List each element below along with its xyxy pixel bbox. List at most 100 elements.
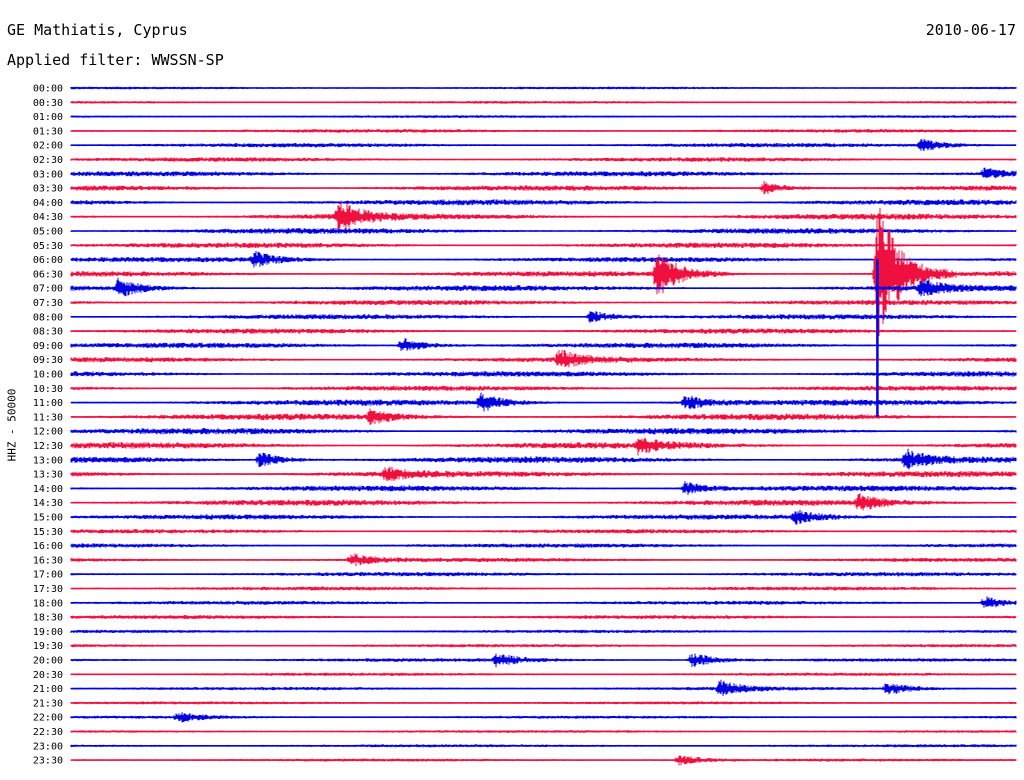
seismic-trace <box>70 311 1017 323</box>
seismic-trace <box>70 615 1017 620</box>
row-time-label: 08:30 <box>33 327 63 338</box>
seismic-trace <box>70 572 1017 577</box>
row-time-label: 18:30 <box>33 613 63 624</box>
row-time-label: 09:00 <box>33 341 63 352</box>
seismic-trace <box>70 350 1017 368</box>
station-title: GE Mathiatis, Cyprus <box>7 21 188 39</box>
row-time-label: 21:30 <box>33 698 63 709</box>
seismic-trace <box>70 509 1017 525</box>
row-time-label: 13:30 <box>33 470 63 481</box>
row-time-label: 18:00 <box>33 598 63 609</box>
seismic-trace <box>70 427 1017 435</box>
seismic-trace <box>70 100 1017 104</box>
row-time-label: 09:30 <box>33 355 63 366</box>
seismic-trace <box>70 200 1017 233</box>
row-time-label: 13:00 <box>33 455 63 466</box>
seismic-trace <box>70 338 1017 351</box>
row-time-label: 00:00 <box>33 84 63 95</box>
seismic-trace <box>70 481 1017 495</box>
date-label: 2010-06-17 <box>925 21 1016 39</box>
seismic-trace <box>70 157 1017 162</box>
seismic-trace <box>70 328 1017 334</box>
row-time-label: 15:30 <box>33 527 63 538</box>
row-time-label: 20:00 <box>33 656 63 667</box>
seismic-trace <box>70 701 1017 705</box>
row-time-label: 21:00 <box>33 684 63 695</box>
seismic-trace <box>70 493 1017 511</box>
row-time-label: 06:30 <box>33 269 63 280</box>
row-time-label: 15:00 <box>33 513 63 524</box>
row-time-label: 05:00 <box>33 227 63 238</box>
row-time-label: 01:00 <box>33 112 63 123</box>
seismic-trace <box>70 115 1017 119</box>
seismic-trace <box>70 167 1017 179</box>
row-time-label: 22:00 <box>33 713 63 724</box>
row-time-label: 05:30 <box>33 241 63 252</box>
row-time-label: 03:30 <box>33 184 63 195</box>
row-time-label: 22:30 <box>33 727 63 738</box>
seismic-trace <box>70 208 1017 336</box>
row-time-label: 20:30 <box>33 670 63 681</box>
row-time-label: 14:30 <box>33 498 63 509</box>
seismic-trace <box>70 644 1017 648</box>
seismic-trace <box>70 371 1017 377</box>
row-time-label: 01:30 <box>33 126 63 137</box>
seismic-trace <box>70 86 1017 90</box>
row-time-label: 10:30 <box>33 384 63 395</box>
seismic-trace <box>70 529 1017 534</box>
row-time-label: 08:00 <box>33 312 63 323</box>
seismic-trace <box>70 139 1017 151</box>
row-time-label: 23:00 <box>33 741 63 752</box>
row-time-label: 23:30 <box>33 756 63 767</box>
row-time-label: 04:30 <box>33 212 63 223</box>
row-time-label: 02:00 <box>33 141 63 152</box>
row-time-label: 07:00 <box>33 284 63 295</box>
seismic-trace <box>70 466 1017 482</box>
row-time-label: 12:00 <box>33 427 63 438</box>
row-time-label: 19:30 <box>33 641 63 652</box>
row-time-label: 12:30 <box>33 441 63 452</box>
seismic-trace <box>70 730 1017 733</box>
seismic-trace <box>70 242 1017 249</box>
seismic-trace <box>70 553 1017 567</box>
seismic-trace <box>70 672 1017 677</box>
seismic-trace <box>70 586 1017 591</box>
seismic-trace <box>70 277 1017 297</box>
seismic-trace <box>70 596 1017 608</box>
row-time-label: 06:00 <box>33 255 63 266</box>
seismic-trace <box>70 408 1017 425</box>
seismic-trace <box>70 392 1017 412</box>
seismic-trace <box>70 385 1017 391</box>
seismic-trace <box>70 199 1017 206</box>
seismic-trace <box>70 712 1017 723</box>
row-time-label: 16:00 <box>33 541 63 552</box>
row-time-label: 17:00 <box>33 570 63 581</box>
seismic-trace <box>70 228 1017 234</box>
seismic-trace <box>70 543 1017 548</box>
row-time-label: 17:30 <box>33 584 63 595</box>
row-time-label: 00:30 <box>33 98 63 109</box>
seismic-trace <box>70 755 1017 766</box>
row-time-label: 10:00 <box>33 370 63 381</box>
seismic-trace <box>70 181 1017 195</box>
seismic-trace <box>70 251 1017 268</box>
row-time-label: 02:30 <box>33 155 63 166</box>
seismic-trace <box>70 437 1017 456</box>
seismic-trace <box>70 629 1017 634</box>
row-time-label: 07:30 <box>33 298 63 309</box>
row-time-label: 04:00 <box>33 198 63 209</box>
seismic-trace <box>70 744 1017 748</box>
row-time-label: 19:00 <box>33 627 63 638</box>
seismic-trace <box>70 299 1017 306</box>
row-time-label: 16:30 <box>33 555 63 566</box>
seismic-trace <box>70 129 1017 133</box>
seismic-trace <box>70 679 1017 696</box>
seismic-trace <box>70 448 1017 470</box>
row-time-label: 11:00 <box>33 398 63 409</box>
row-time-label: 03:00 <box>33 169 63 180</box>
row-time-label: 11:30 <box>33 412 63 423</box>
seismic-trace <box>70 653 1017 668</box>
filter-label: Applied filter: WWSSN-SP <box>7 51 224 69</box>
